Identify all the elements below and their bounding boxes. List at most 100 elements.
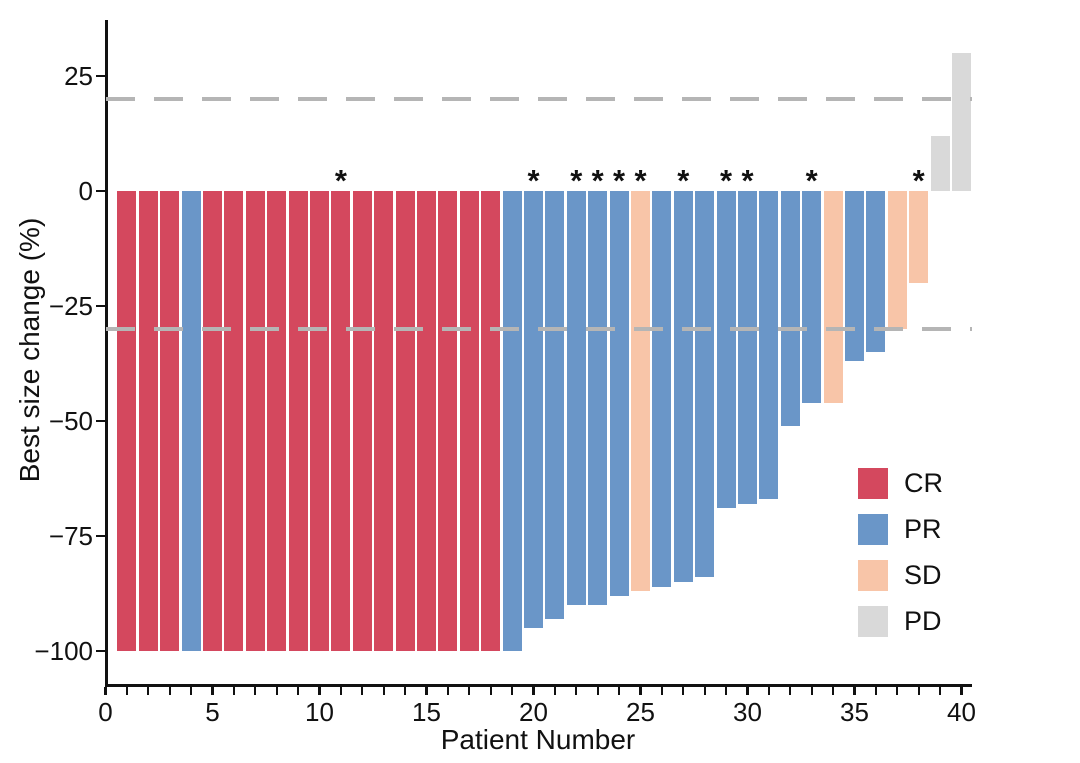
x-tick	[446, 686, 450, 695]
x-tick	[189, 686, 193, 695]
significance-asterisk-patient-33: *	[805, 163, 818, 198]
bar-patient-38	[909, 191, 929, 283]
significance-asterisk-patient-27: *	[677, 163, 690, 198]
bar-patient-27	[673, 191, 693, 582]
x-tick-label: 5	[205, 696, 220, 727]
bar-patient-20	[523, 191, 544, 628]
significance-asterisk-patient-25: *	[634, 163, 647, 198]
x-tick-label: 25	[626, 696, 655, 727]
bar-patient-39	[930, 135, 950, 191]
x-tick	[104, 686, 107, 695]
legend-entry-cr: CR	[858, 468, 943, 499]
bar-patient-2	[138, 191, 158, 651]
bar-patient-28	[695, 191, 715, 578]
bar-patient-11	[331, 191, 351, 651]
x-tick	[125, 686, 129, 695]
x-axis-line	[105, 684, 972, 687]
bar-patient-15	[416, 191, 437, 651]
x-tick	[275, 686, 278, 695]
legend-swatch-sd	[858, 560, 888, 591]
x-tick	[789, 686, 792, 695]
bar-patient-12	[352, 191, 372, 651]
x-tick-label: 35	[840, 696, 869, 727]
y-tick-label: −75	[48, 521, 93, 551]
x-tick	[403, 686, 407, 695]
legend-swatch-pr	[858, 514, 888, 545]
bar-patient-36	[866, 191, 886, 352]
x-tick	[361, 686, 364, 695]
bar-patient-33	[802, 191, 822, 403]
bar-patient-8	[267, 191, 287, 651]
x-tick	[703, 686, 706, 695]
x-tick	[147, 686, 150, 695]
x-tick-label: 20	[519, 696, 548, 727]
significance-asterisk-patient-23: *	[591, 163, 604, 198]
threshold-line-progression-threshold-plus-20	[106, 97, 972, 101]
y-tick	[96, 74, 106, 78]
bar-patient-25	[630, 191, 651, 592]
x-tick	[232, 686, 236, 695]
y-tick	[96, 189, 106, 193]
x-tick	[211, 686, 214, 695]
x-tick	[617, 686, 621, 695]
bar-patient-30	[737, 191, 758, 504]
bar-patient-6	[224, 191, 244, 651]
legend-entry-pd: PD	[858, 606, 943, 637]
x-tick	[917, 686, 920, 695]
x-tick-label: 30	[733, 696, 762, 727]
x-tick	[810, 686, 813, 695]
bar-patient-40	[951, 53, 972, 191]
significance-asterisk-patient-24: *	[613, 163, 626, 198]
y-tick	[96, 649, 106, 653]
bar-patient-19	[502, 191, 522, 651]
x-tick	[339, 686, 343, 695]
bar-patient-9	[288, 191, 308, 651]
x-tick	[960, 686, 963, 695]
bar-patient-37	[887, 191, 907, 329]
y-tick-label: 0	[78, 176, 93, 206]
x-tick	[168, 686, 171, 695]
x-tick	[425, 686, 428, 695]
bar-patient-10	[309, 191, 330, 651]
x-tick	[682, 686, 685, 695]
x-tick	[575, 686, 578, 695]
bar-patient-26	[652, 191, 672, 587]
x-tick	[896, 686, 899, 695]
bar-patient-35	[844, 191, 865, 362]
bar-patient-24	[609, 191, 629, 596]
bar-patient-31	[759, 191, 779, 500]
legend-label-pd: PD	[904, 606, 942, 636]
bar-patient-1	[117, 191, 137, 651]
bar-patient-17	[459, 191, 479, 651]
y-tick	[96, 534, 106, 538]
significance-asterisk-patient-20: *	[527, 163, 540, 198]
significance-asterisk-patient-22: *	[570, 163, 583, 198]
legend: CR PR SD PD	[858, 468, 943, 652]
y-tick-label: 25	[64, 61, 93, 91]
x-tick-label: 0	[98, 696, 113, 727]
x-tick	[596, 686, 599, 695]
x-tick	[532, 686, 535, 695]
y-tick-label: −25	[48, 291, 93, 321]
x-tick	[746, 686, 749, 695]
x-tick	[296, 686, 300, 695]
y-tick-label: −50	[48, 406, 93, 436]
x-tick-label: 15	[412, 696, 441, 727]
x-tick	[660, 686, 664, 695]
legend-label-cr: CR	[904, 468, 943, 498]
x-tick	[938, 686, 942, 695]
x-tick	[831, 686, 835, 695]
bar-patient-7	[245, 191, 265, 651]
bar-patient-13	[374, 191, 394, 651]
legend-entry-sd: SD	[858, 560, 943, 591]
x-tick	[853, 686, 856, 695]
bar-patient-29	[716, 191, 736, 509]
bar-patient-22	[566, 191, 586, 605]
x-tick-label: 10	[305, 696, 334, 727]
x-tick	[510, 686, 514, 695]
x-tick	[724, 686, 728, 695]
x-tick	[468, 686, 471, 695]
x-tick	[254, 686, 257, 695]
bar-patient-21	[545, 191, 565, 619]
significance-asterisk-patient-30: *	[741, 163, 754, 198]
